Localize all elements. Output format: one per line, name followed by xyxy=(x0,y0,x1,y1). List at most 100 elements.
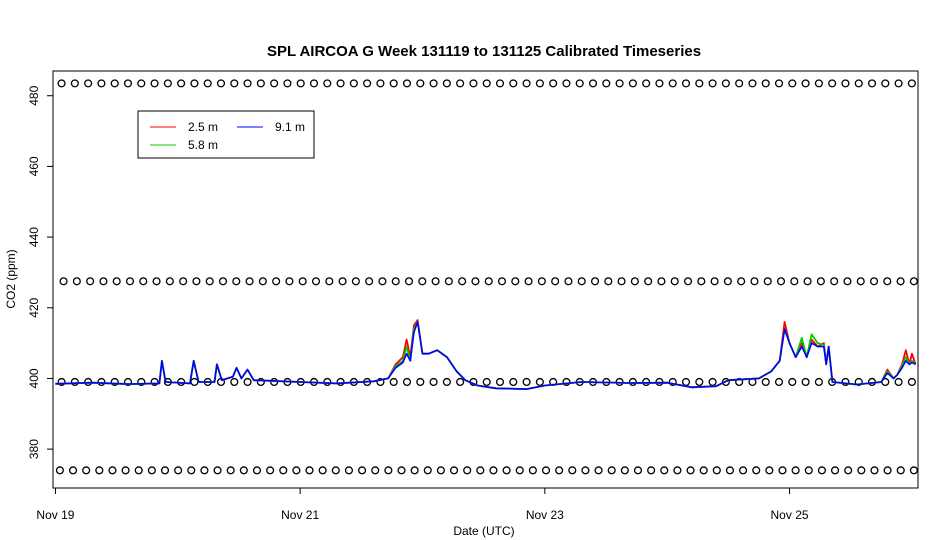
calibration-marker xyxy=(243,377,252,387)
calibration-marker xyxy=(735,377,744,387)
calibration-marker xyxy=(551,277,560,286)
calibration-marker xyxy=(349,79,358,88)
calibration-marker xyxy=(190,377,199,387)
calibration-marker xyxy=(817,466,826,475)
calibration-marker xyxy=(338,277,347,286)
calibration-marker xyxy=(628,79,637,88)
calibration-marker xyxy=(449,466,459,475)
calibration-marker xyxy=(416,79,425,88)
calibration-marker xyxy=(226,466,235,475)
calibration-marker xyxy=(695,79,704,88)
calibration-marker xyxy=(429,377,438,387)
calibration-marker xyxy=(816,277,825,286)
calibration-marker xyxy=(391,277,400,286)
calibration-marker xyxy=(174,466,183,475)
calibration-marker xyxy=(365,277,374,286)
x-tick-label: Nov 25 xyxy=(771,508,809,522)
calibration-marker xyxy=(564,277,573,286)
calibration-marker xyxy=(456,79,465,88)
calibration-marker xyxy=(344,466,353,475)
calibration-marker xyxy=(562,79,571,88)
legend-label: 5.8 m xyxy=(188,138,218,152)
calibration-marker xyxy=(642,79,651,88)
calibration-marker xyxy=(735,79,744,88)
calibration-marker xyxy=(670,277,679,286)
calibration-marker xyxy=(123,79,133,88)
calibration-marker xyxy=(137,377,146,387)
calibration-marker xyxy=(497,277,507,286)
calibration-marker xyxy=(881,79,890,88)
calibration-marker xyxy=(376,79,385,88)
calibration-marker xyxy=(695,377,704,387)
calibration-marker xyxy=(737,277,746,286)
calibration-marker xyxy=(588,79,598,88)
calibration-marker xyxy=(515,466,524,475)
calibration-marker xyxy=(909,277,918,286)
calibration-marker xyxy=(502,466,511,475)
calibration-marker xyxy=(841,79,850,88)
calibration-marker xyxy=(230,377,239,387)
calibration-marker xyxy=(668,79,677,88)
calibration-marker xyxy=(555,466,564,475)
calibration-marker xyxy=(535,377,544,387)
calibration-marker xyxy=(907,377,916,387)
calibration-marker xyxy=(471,277,480,286)
calibration-marker xyxy=(710,277,719,286)
calibration-marker xyxy=(495,79,505,88)
calibration-marker xyxy=(213,466,222,475)
calibration-marker xyxy=(602,79,611,88)
plot-frame xyxy=(52,70,919,489)
calibration-marker xyxy=(528,466,537,475)
calibration-marker xyxy=(870,466,879,475)
calibration-marker xyxy=(311,277,321,286)
y-tick-label: 400 xyxy=(27,368,41,388)
calibration-marker xyxy=(160,466,170,475)
calibration-marker xyxy=(791,466,800,475)
calibration-marker xyxy=(909,466,918,475)
calibration-marker xyxy=(761,79,770,88)
calibration-marker xyxy=(84,79,93,88)
y-tick-label: 440 xyxy=(27,227,41,247)
calibration-marker xyxy=(402,79,412,88)
calibration-marker xyxy=(657,277,666,286)
calibration-marker xyxy=(476,466,485,475)
calibration-marker xyxy=(389,377,398,387)
calibration-marker xyxy=(325,277,334,286)
y-tick-label: 380 xyxy=(27,439,41,459)
calibration-marker xyxy=(272,277,281,286)
calibration-marker xyxy=(150,377,159,387)
calibration-marker xyxy=(358,466,367,475)
calibration-marker xyxy=(309,79,319,88)
calibration-marker xyxy=(869,277,879,286)
calibration-marker xyxy=(121,466,130,475)
calibration-marker xyxy=(256,79,265,88)
calibration-marker xyxy=(397,466,406,475)
calibration-marker xyxy=(673,466,682,475)
calibration-marker xyxy=(245,277,254,286)
calibration-marker xyxy=(617,277,626,286)
calibration-marker xyxy=(699,466,708,475)
calibration-marker xyxy=(55,466,64,475)
calibration-marker xyxy=(230,79,239,88)
calibration-marker xyxy=(788,79,797,88)
calibration-marker xyxy=(72,277,81,286)
calibration-marker xyxy=(620,466,629,475)
calibration-marker xyxy=(416,377,425,387)
calibration-marker xyxy=(668,377,677,387)
calibration-marker xyxy=(575,79,584,88)
calibration-marker xyxy=(683,277,693,286)
calibration-marker xyxy=(723,277,732,286)
calibration-marker xyxy=(748,79,757,88)
calibration-marker xyxy=(790,277,799,286)
calibration-marker xyxy=(458,277,467,286)
calibration-marker xyxy=(509,79,518,88)
calibration-marker xyxy=(266,466,275,475)
y-tick-label: 460 xyxy=(27,156,41,176)
calibration-marker xyxy=(615,79,624,88)
calibration-marker xyxy=(192,277,201,286)
series-line-2 xyxy=(55,321,916,390)
calibration-marker xyxy=(469,79,478,88)
calibration-marker xyxy=(509,377,518,387)
calibration-marker xyxy=(686,466,695,475)
